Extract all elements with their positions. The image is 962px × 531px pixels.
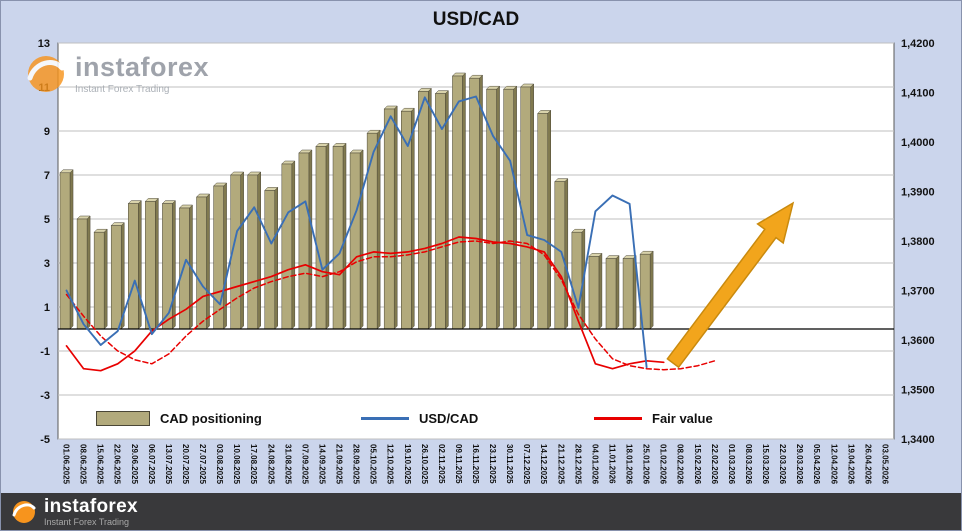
svg-text:29.03.2026: 29.03.2026 <box>795 444 804 485</box>
legend-label: Fair value <box>652 410 713 426</box>
svg-text:1: 1 <box>44 302 50 314</box>
svg-text:19.04.2026: 19.04.2026 <box>846 444 855 485</box>
instaforex-logo-icon <box>12 500 36 523</box>
svg-text:12.10.2025: 12.10.2025 <box>386 444 395 485</box>
svg-text:06.07.2025: 06.07.2025 <box>147 444 156 485</box>
svg-text:03.05.2026: 03.05.2026 <box>881 444 890 485</box>
footer-tagline: Instant Forex Trading <box>44 516 130 527</box>
svg-text:18.01.2026: 18.01.2026 <box>625 444 634 485</box>
fair-value-line <box>65 236 665 372</box>
svg-text:29.06.2025: 29.06.2025 <box>130 444 139 485</box>
svg-text:1,3600: 1,3600 <box>901 335 935 347</box>
svg-text:1,3900: 1,3900 <box>901 187 935 199</box>
svg-text:1,3400: 1,3400 <box>901 434 935 446</box>
svg-text:7: 7 <box>44 170 50 182</box>
trend-arrow <box>666 201 795 369</box>
svg-text:30.11.2025: 30.11.2025 <box>505 444 514 484</box>
svg-text:08.06.2025: 08.06.2025 <box>79 444 88 485</box>
fair-value-dashed-line <box>65 240 716 371</box>
svg-text:14.12.2025: 14.12.2025 <box>539 444 548 485</box>
svg-text:11.01.2026: 11.01.2026 <box>608 444 617 484</box>
left-axis-labels: 131197531-1-3-5 <box>38 38 50 446</box>
usdcad-line-swatch <box>361 416 409 420</box>
svg-text:-1: -1 <box>40 346 50 358</box>
svg-text:15.03.2026: 15.03.2026 <box>761 444 770 485</box>
cad-positioning-swatch <box>96 410 150 426</box>
svg-text:3: 3 <box>44 258 50 270</box>
legend-label: USD/CAD <box>419 410 479 426</box>
svg-text:-5: -5 <box>40 434 50 446</box>
svg-text:12.04.2026: 12.04.2026 <box>829 444 838 485</box>
svg-text:01.02.2026: 01.02.2026 <box>659 444 668 485</box>
svg-text:09.11.2025: 09.11.2025 <box>454 444 463 484</box>
legend-item-fair-value: Fair value <box>594 404 713 432</box>
svg-text:21.12.2025: 21.12.2025 <box>556 444 565 485</box>
svg-text:15.02.2026: 15.02.2026 <box>693 444 702 485</box>
right-axis-labels: 1,4200 1,4100 1,4000 1,3900 1,3800 1,3700 1,36… <box>901 38 935 446</box>
svg-text:1,3800: 1,3800 <box>901 236 935 248</box>
svg-text:23.11.2025: 23.11.2025 <box>488 444 497 484</box>
chart-legend: CAD positioning USD/CAD Fair value <box>58 404 894 434</box>
svg-text:03.08.2025: 03.08.2025 <box>215 444 224 485</box>
svg-text:05.10.2025: 05.10.2025 <box>369 444 378 485</box>
svg-text:08.02.2026: 08.02.2026 <box>676 444 685 485</box>
svg-text:01.03.2026: 01.03.2026 <box>727 444 736 485</box>
svg-text:20.07.2025: 20.07.2025 <box>181 444 190 485</box>
svg-text:24.08.2025: 24.08.2025 <box>266 444 275 485</box>
svg-text:16.11.2025: 16.11.2025 <box>471 444 480 484</box>
legend-item-cad-positioning: CAD positioning <box>96 404 262 432</box>
svg-text:1,3700: 1,3700 <box>901 286 935 298</box>
watermark-tagline: Instant Forex Trading <box>75 83 170 95</box>
legend-label: CAD positioning <box>160 410 262 426</box>
instaforex-logo-icon <box>27 56 65 92</box>
svg-text:-3: -3 <box>40 390 50 402</box>
svg-text:21.09.2025: 21.09.2025 <box>335 444 344 485</box>
svg-text:27.07.2025: 27.07.2025 <box>198 444 207 485</box>
svg-text:19.10.2025: 19.10.2025 <box>403 444 412 485</box>
svg-text:9: 9 <box>44 126 50 138</box>
svg-text:07.09.2025: 07.09.2025 <box>300 444 309 485</box>
legend-item-usdcad: USD/CAD <box>361 404 478 432</box>
svg-text:08.03.2026: 08.03.2026 <box>744 444 753 485</box>
svg-text:28.09.2025: 28.09.2025 <box>352 444 361 485</box>
watermark: instaforex Instant Forex Trading <box>25 53 209 95</box>
svg-text:17.08.2025: 17.08.2025 <box>249 444 258 485</box>
svg-text:5: 5 <box>44 214 50 226</box>
footer-bar: instaforex Instant Forex Trading <box>1 493 961 530</box>
svg-text:22.03.2026: 22.03.2026 <box>778 444 787 485</box>
fair-value-line-swatch <box>594 416 642 420</box>
svg-text:26.10.2025: 26.10.2025 <box>420 444 429 485</box>
svg-text:25.01.2026: 25.01.2026 <box>642 444 651 485</box>
svg-text:15.06.2025: 15.06.2025 <box>96 444 105 485</box>
svg-text:26.04.2026: 26.04.2026 <box>863 444 872 485</box>
svg-text:22.06.2025: 22.06.2025 <box>113 444 122 485</box>
svg-text:1,4100: 1,4100 <box>901 88 935 100</box>
svg-text:13.07.2025: 13.07.2025 <box>164 444 173 485</box>
svg-text:07.12.2025: 07.12.2025 <box>522 444 531 485</box>
chart-title: USD/CAD <box>432 9 520 30</box>
usdcad-line <box>65 95 648 369</box>
watermark-brand: instaforex <box>75 51 210 82</box>
svg-text:01.06.2025: 01.06.2025 <box>62 444 71 485</box>
svg-text:10.08.2025: 10.08.2025 <box>232 444 241 485</box>
svg-text:28.12.2025: 28.12.2025 <box>573 444 582 485</box>
svg-text:04.01.2026: 04.01.2026 <box>590 444 599 485</box>
svg-text:1,4000: 1,4000 <box>901 137 935 149</box>
svg-text:31.08.2025: 31.08.2025 <box>283 444 292 485</box>
svg-text:1,3500: 1,3500 <box>901 385 935 397</box>
svg-text:14.09.2025: 14.09.2025 <box>317 444 326 485</box>
svg-text:1,4200: 1,4200 <box>901 38 935 50</box>
footer-brand: instaforex <box>44 495 138 517</box>
svg-text:22.02.2026: 22.02.2026 <box>710 444 719 485</box>
svg-text:02.11.2025: 02.11.2025 <box>437 444 446 484</box>
svg-text:13: 13 <box>38 38 50 50</box>
x-axis-labels: 01.06.2025 08.06.2025 15.06.2025 22.06.2025… <box>62 444 890 485</box>
svg-text:05.04.2026: 05.04.2026 <box>812 444 821 485</box>
